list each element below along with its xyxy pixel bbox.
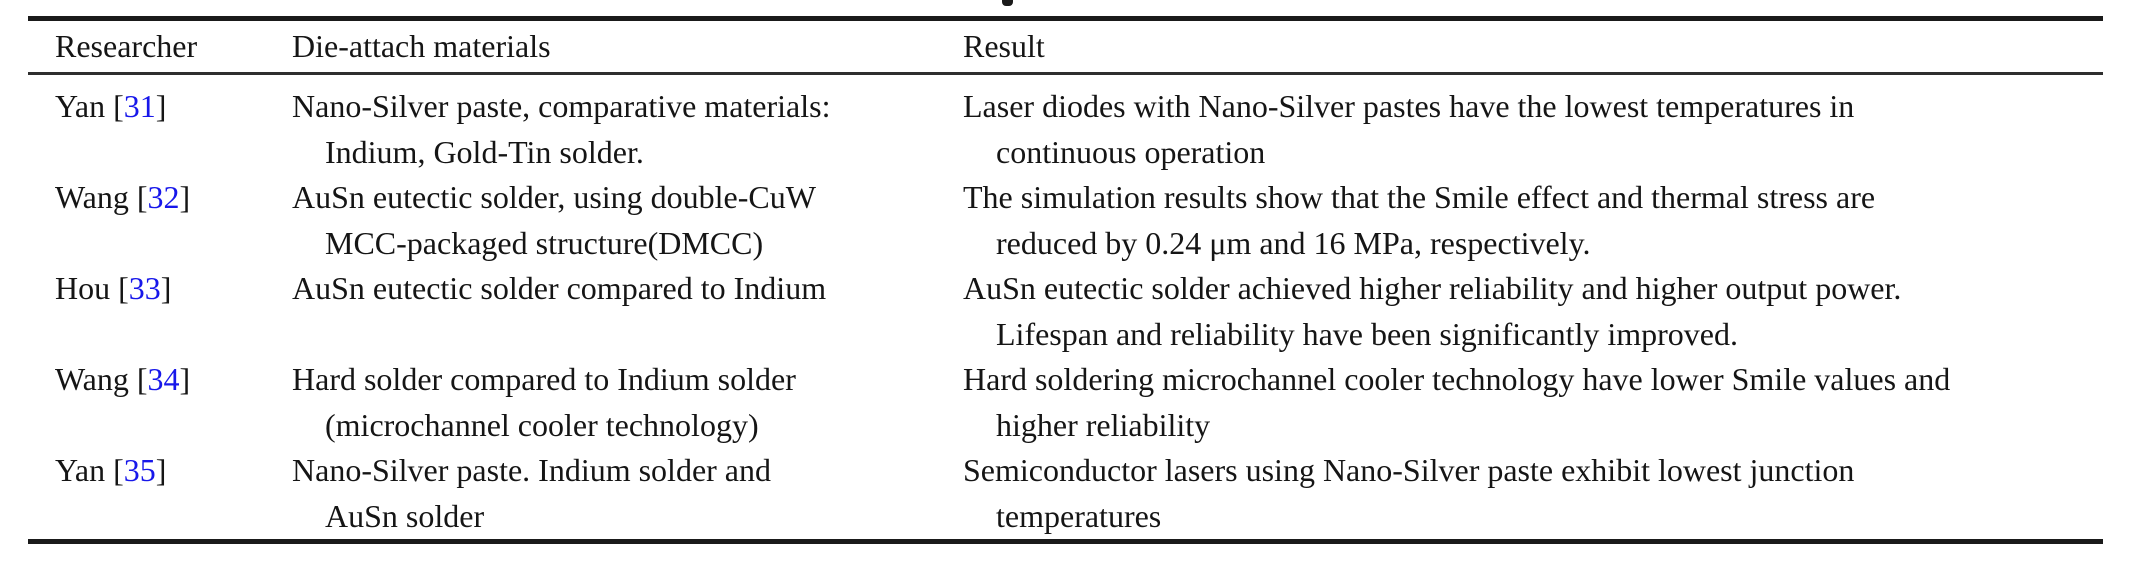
researcher-name: Yan [: [55, 88, 124, 124]
table-row: Yan [31] Nano-Silver paste, comparative …: [28, 84, 2103, 175]
citation-bracket: ]: [155, 452, 167, 488]
result-cell: The simulation results show that the Smi…: [963, 175, 2103, 266]
materials-line: AuSn solder: [325, 497, 485, 534]
cropped-caption-fragment: [1002, 0, 1013, 6]
result-line: Lifespan and reliability have been signi…: [996, 315, 1738, 352]
table-row: Hou [33] AuSn eutectic solder compared t…: [28, 266, 2103, 357]
result-line: continuous operation: [996, 133, 1266, 170]
materials-line: AuSn eutectic solder, using double-CuW: [292, 179, 816, 215]
result-cell: Semiconductor lasers using Nano-Silver p…: [963, 448, 2103, 539]
researcher-name: Wang [: [55, 361, 148, 397]
researcher-cell: Wang [34]: [28, 357, 292, 448]
researcher-name: Yan [: [55, 452, 124, 488]
table-header-rule: [28, 72, 2103, 75]
header-result: Result: [963, 27, 1045, 64]
researcher-name: Wang [: [55, 179, 148, 215]
materials-cell: AuSn eutectic solder, using double-CuW M…: [292, 175, 963, 266]
result-line: Hard soldering microchannel cooler techn…: [963, 361, 1951, 397]
comparison-table: Researcher Die-attach materials Result Y…: [28, 16, 2103, 544]
materials-line: AuSn eutectic solder compared to Indium: [292, 270, 827, 306]
materials-cell: Nano-Silver paste, comparative materials…: [292, 84, 963, 175]
citation-link[interactable]: 35: [123, 452, 156, 488]
citation-link[interactable]: 31: [123, 88, 156, 124]
result-line: Semiconductor lasers using Nano-Silver p…: [963, 452, 1855, 488]
materials-line: MCC-packaged structure(DMCC): [325, 224, 764, 261]
result-line: Laser diodes with Nano-Silver pastes hav…: [963, 88, 1855, 124]
researcher-cell: Hou [33]: [28, 266, 292, 357]
materials-cell: Nano-Silver paste. Indium solder and AuS…: [292, 448, 963, 539]
citation-bracket: ]: [155, 88, 167, 124]
header-researcher: Researcher: [55, 27, 198, 64]
researcher-cell: Yan [35]: [28, 448, 292, 539]
citation-bracket: ]: [179, 361, 191, 397]
table-row: Wang [34] Hard solder compared to Indium…: [28, 357, 2103, 448]
result-line: reduced by 0.24 μm and 16 MPa, respectiv…: [996, 224, 1591, 261]
result-cell: Laser diodes with Nano-Silver pastes hav…: [963, 84, 2103, 175]
result-cell: Hard soldering microchannel cooler techn…: [963, 357, 2103, 448]
researcher-cell: Wang [32]: [28, 175, 292, 266]
materials-line: (microchannel cooler technology): [325, 406, 759, 443]
table-header-row: Researcher Die-attach materials Result: [28, 21, 2103, 72]
result-line: higher reliability: [996, 406, 1211, 443]
citation-link[interactable]: 34: [147, 361, 180, 397]
result-line: temperatures: [996, 497, 1162, 534]
materials-line: Indium, Gold-Tin solder.: [325, 133, 644, 170]
header-die-attach-materials: Die-attach materials: [292, 27, 551, 64]
citation-bracket: ]: [179, 179, 191, 215]
researcher-name: Hou [: [55, 270, 129, 306]
researcher-cell: Yan [31]: [28, 84, 292, 175]
materials-line: Nano-Silver paste. Indium solder and: [292, 452, 771, 488]
result-line: AuSn eutectic solder achieved higher rel…: [963, 270, 1902, 306]
materials-line: Nano-Silver paste, comparative materials…: [292, 88, 831, 124]
table-bottom-rule: [28, 539, 2103, 544]
table-body: Yan [31] Nano-Silver paste, comparative …: [28, 75, 2103, 539]
table-row: Wang [32] AuSn eutectic solder, using do…: [28, 175, 2103, 266]
table-top-rule: [28, 16, 2103, 21]
citation-bracket: ]: [160, 270, 172, 306]
table-row: Yan [35] Nano-Silver paste. Indium solde…: [28, 448, 2103, 539]
materials-cell: AuSn eutectic solder compared to Indium: [292, 266, 963, 357]
materials-line: Hard solder compared to Indium solder: [292, 361, 796, 397]
result-cell: AuSn eutectic solder achieved higher rel…: [963, 266, 2103, 357]
materials-cell: Hard solder compared to Indium solder (m…: [292, 357, 963, 448]
citation-link[interactable]: 32: [147, 179, 180, 215]
result-line: The simulation results show that the Smi…: [963, 179, 1876, 215]
citation-link[interactable]: 33: [128, 270, 161, 306]
